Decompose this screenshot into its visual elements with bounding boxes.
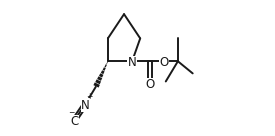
Text: +: +: [86, 92, 92, 101]
Text: N: N: [128, 56, 136, 69]
Text: O: O: [159, 56, 168, 69]
Text: −: −: [68, 109, 74, 118]
Text: C: C: [70, 115, 78, 129]
Text: O: O: [146, 78, 155, 92]
Text: N: N: [81, 99, 90, 112]
